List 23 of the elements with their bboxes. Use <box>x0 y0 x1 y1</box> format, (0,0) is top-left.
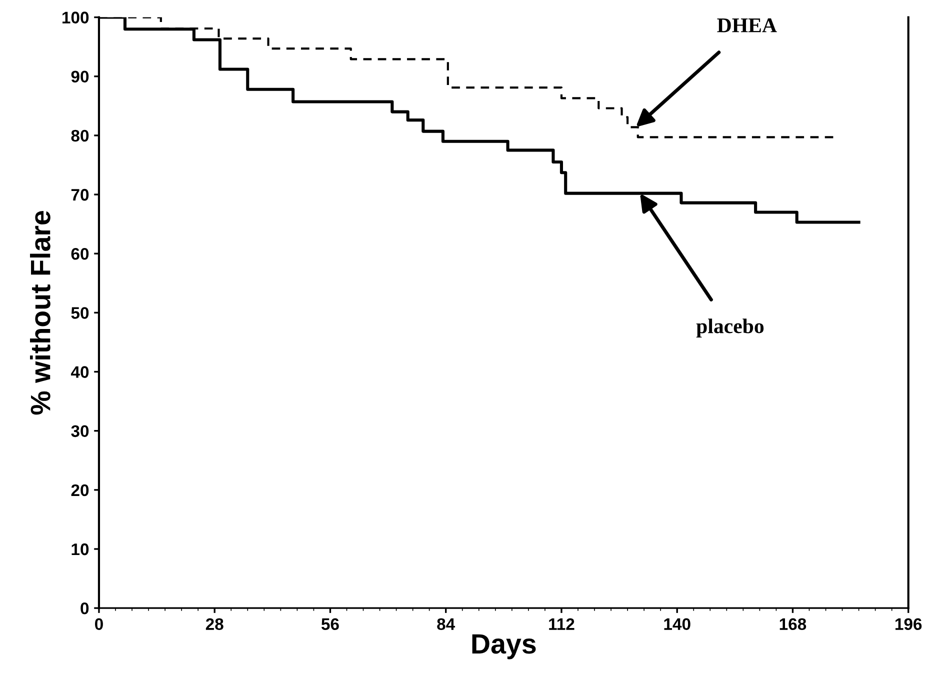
x-tick-label: 168 <box>780 618 806 630</box>
y-tick-label: 0 <box>80 602 89 614</box>
x-axis-title: Days <box>472 634 536 660</box>
x-tick-label: 84 <box>437 618 456 630</box>
x-tick-label: 0 <box>95 618 103 630</box>
x-tick-label: 196 <box>895 618 922 630</box>
y-tick-label: 90 <box>71 70 89 83</box>
y-axis-title: % without Flare <box>30 210 50 415</box>
annotation: DHEA <box>717 18 777 32</box>
x-tick-label: 140 <box>664 618 690 630</box>
y-tick-label: 10 <box>72 543 89 556</box>
y-tick-label: 50 <box>71 307 89 319</box>
annotation: placebo <box>696 318 764 338</box>
x-tick-label: 112 <box>549 618 574 630</box>
x-tick-label: 28 <box>206 618 224 630</box>
y-tick-label: 30 <box>71 425 89 438</box>
y-tick-label: 70 <box>71 188 89 201</box>
x-tick-label: 56 <box>321 618 339 630</box>
y-tick-label: 60 <box>71 248 89 260</box>
y-tick-label: 40 <box>70 366 89 378</box>
y-tick-label: 80 <box>71 130 89 142</box>
y-tick-label: 20 <box>71 484 89 496</box>
y-tick-label: 100 <box>62 12 89 24</box>
